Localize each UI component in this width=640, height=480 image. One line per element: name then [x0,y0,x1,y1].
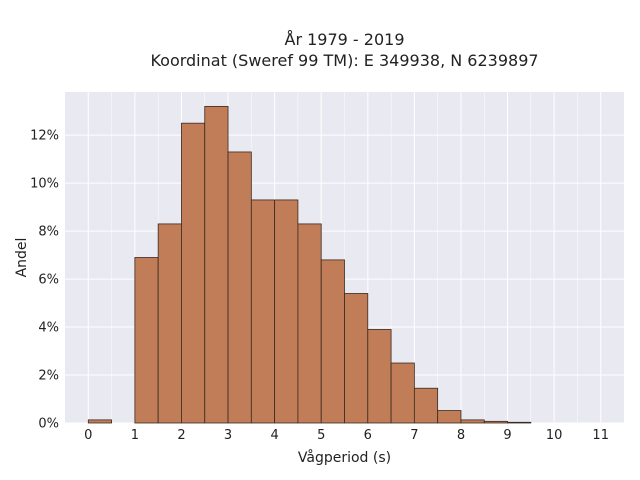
y-tick-label: 8% [38,225,59,240]
histogram-bar [204,105,229,424]
histogram-bar [134,257,159,424]
y-tick-label: 6% [38,273,59,288]
y-tick-label: 10% [30,177,59,192]
histogram-bar [390,362,415,424]
histogram-bar [297,223,322,424]
histogram-bar [507,421,532,424]
x-tick-label: 8 [457,428,465,443]
x-tick-labels: 0 1 2 3 4 5 6 7 8 9 10 11 [84,428,609,443]
x-tick-label: 11 [592,428,609,443]
bars [87,105,532,424]
y-tick-labels: 0% 2% 4% 6% 8% 10% 12% [30,129,59,432]
histogram-bar [413,387,439,424]
y-tick-label: 0% [38,417,59,432]
histogram-bar [227,151,252,424]
histogram-bar [460,419,485,424]
histogram-bar [181,122,206,424]
histogram-bar [437,410,462,424]
x-tick-label: 10 [546,428,563,443]
x-tick-label: 9 [503,428,511,443]
x-tick-label: 7 [410,428,418,443]
x-tick-label: 1 [131,428,139,443]
chart-title-line-1: År 1979 - 2019 [285,30,405,49]
x-tick-label: 2 [177,428,185,443]
histogram-bar [274,199,299,424]
y-axis-label: Andel [14,238,30,278]
histogram-bar [367,329,392,424]
y-tick-label: 4% [38,321,59,336]
x-tick-label: 5 [317,428,325,443]
x-tick-label: 6 [364,428,372,443]
x-tick-label: 0 [84,428,92,443]
y-tick-label: 2% [38,369,59,384]
histogram-bar [320,259,345,424]
histogram-bar [157,223,182,424]
histogram-bar [344,293,369,424]
x-tick-label: 4 [270,428,278,443]
x-tick-label: 3 [224,428,232,443]
y-tick-label: 12% [30,129,59,144]
histogram-bar [483,420,508,424]
chart-title-line-2: Koordinat (Sweref 99 TM): E 349938, N 62… [150,51,538,70]
histogram-bar [87,419,112,424]
histogram-bar [250,199,276,424]
x-axis-label: Vågperiod (s) [298,449,391,466]
